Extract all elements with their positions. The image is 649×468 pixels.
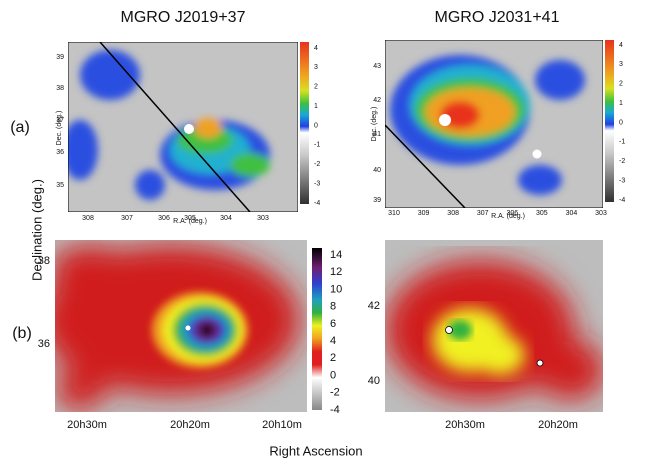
x-tick-label: 20h30m <box>67 419 107 431</box>
x-tick-label: 306 <box>506 210 518 217</box>
x-tick-label: 310 <box>388 210 400 217</box>
sky-map <box>385 240 605 412</box>
y-tick-label: 36 <box>56 149 64 156</box>
x-tick-label: 20h20m <box>538 419 578 431</box>
x-tick-label: 20h10m <box>262 419 302 431</box>
colorbar <box>300 42 309 204</box>
colorbar <box>312 248 322 410</box>
colorbar-tick-label: 2 <box>314 84 318 91</box>
y-tick-label: 37 <box>56 117 64 124</box>
colorbar-tick-label: 0 <box>314 122 318 129</box>
colorbar-tick-label: 1 <box>619 100 623 107</box>
x-tick-label: 20h20m <box>170 419 210 431</box>
row-label: (b) <box>12 325 32 342</box>
x-tick-label: 305 <box>184 215 196 222</box>
colorbar-tick-label: 4 <box>314 45 318 52</box>
colorbar-tick-label: -4 <box>330 404 340 416</box>
colorbar-tick-label: 0 <box>619 119 623 126</box>
sky-map <box>62 42 298 212</box>
y-tick-label: 39 <box>373 197 381 204</box>
colorbar <box>605 40 614 202</box>
colorbar-tick-label: 1 <box>314 103 318 110</box>
x-tick-label: 304 <box>220 215 232 222</box>
sky-map <box>40 240 307 412</box>
y-tick-label: 42 <box>373 97 381 104</box>
x-tick-label: 303 <box>595 210 607 217</box>
colorbar-tick-label: 2 <box>330 352 336 364</box>
colorbar-tick-label: -2 <box>619 158 625 165</box>
x-tick-label: 307 <box>121 215 133 222</box>
y-tick-label: 42 <box>368 300 380 312</box>
colorbar-tick-label: -3 <box>619 177 625 184</box>
x-tick-label: 306 <box>158 215 170 222</box>
colorbar-tick-label: 3 <box>619 61 623 68</box>
x-tick-label: 309 <box>418 210 430 217</box>
colorbar-tick-label: -4 <box>314 200 320 207</box>
colorbar-tick-label: 10 <box>330 283 342 295</box>
colorbar-tick-label: -2 <box>330 387 340 399</box>
panel-title: MGRO J2019+37 <box>121 9 246 26</box>
x-tick-label: 308 <box>447 210 459 217</box>
colorbar-tick-label: 6 <box>330 318 336 330</box>
colorbar-tick-label: -1 <box>314 142 320 149</box>
x-tick-label: 304 <box>566 210 578 217</box>
colorbar-tick-label: 0 <box>330 369 336 381</box>
colorbar-tick-label: 4 <box>330 335 336 347</box>
y-tick-label: 35 <box>56 182 64 189</box>
x-tick-label: 307 <box>477 210 489 217</box>
y-tick-label: 40 <box>368 375 380 387</box>
y-tick-label: 43 <box>373 63 381 70</box>
y-tick-label: 41 <box>373 131 381 138</box>
x-tick-label: 308 <box>82 215 94 222</box>
y-tick-label: 38 <box>38 255 50 267</box>
x-tick-label: 305 <box>536 210 548 217</box>
y-tick-label: 36 <box>38 338 50 350</box>
figure: MGRO J2019+37 MGRO J2031+41 (a) (b) Decl… <box>0 0 649 463</box>
panel-title: MGRO J2031+41 <box>435 9 560 26</box>
colorbar-tick-label: 4 <box>619 42 623 49</box>
colorbar-tick-label: -2 <box>314 161 320 168</box>
x-tick-label: 20h30m <box>445 419 485 431</box>
y-tick-label: 40 <box>373 167 381 174</box>
colorbar-tick-label: 2 <box>619 81 623 88</box>
colorbar-tick-label: -3 <box>314 180 320 187</box>
colorbar-tick-label: 3 <box>314 64 318 71</box>
colorbar-tick-label: -1 <box>619 139 625 146</box>
colorbar-tick-label: -4 <box>619 197 625 204</box>
sky-map <box>385 40 603 208</box>
colorbar-tick-label: 8 <box>330 301 336 313</box>
x-axis-label: Right Ascension <box>269 443 362 458</box>
colorbar-tick-label: 12 <box>330 266 342 278</box>
y-tick-label: 38 <box>56 85 64 92</box>
x-tick-label: 303 <box>257 215 269 222</box>
y-tick-label: 39 <box>56 54 64 61</box>
row-label: (a) <box>10 119 30 136</box>
colorbar-tick-label: 14 <box>330 249 342 261</box>
